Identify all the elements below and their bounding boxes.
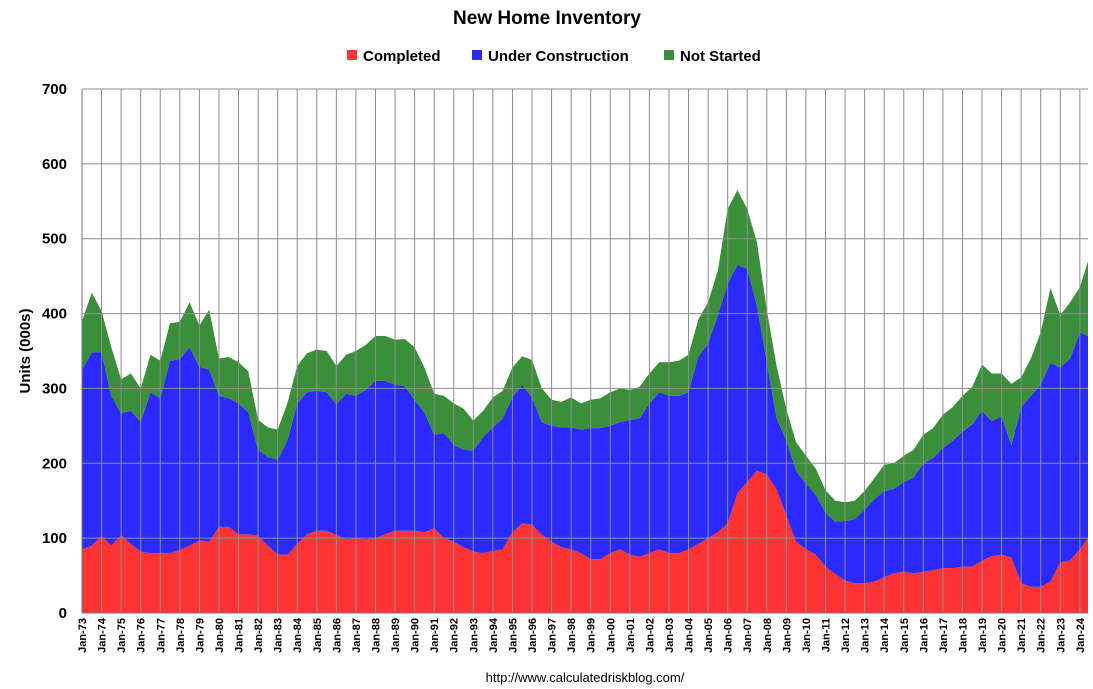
x-tick-label: Jan-10 — [801, 618, 813, 653]
legend-label-completed: Completed — [363, 48, 441, 65]
x-tick-label: Jan-00 — [605, 618, 617, 653]
y-tick-label: 0 — [59, 605, 67, 622]
x-tick-label: Jan-20 — [997, 618, 1009, 653]
y-tick-label: 500 — [42, 231, 67, 248]
x-tick-label: Jan-80 — [214, 618, 226, 653]
x-tick-label: Jan-95 — [507, 618, 519, 653]
x-tick-label: Jan-91 — [429, 618, 441, 653]
plot-area: 0 100 200 300 400 500 600 700 Jan-73 Jan-74 Jan-75… — [42, 81, 1088, 653]
x-tick-label: Jan-94 — [488, 617, 500, 653]
gridlines — [81, 88, 1088, 614]
x-tick-label: Jan-04 — [684, 617, 696, 653]
y-tick-label: 400 — [42, 306, 67, 323]
series-area-under-construction — [82, 264, 1088, 587]
chart-title: New Home Inventory — [453, 8, 641, 29]
y-tick-label: 100 — [42, 530, 67, 547]
x-tick-label: Jan-89 — [390, 618, 402, 653]
x-tick-label: Jan-21 — [1016, 618, 1028, 653]
x-tick-label: Jan-93 — [468, 618, 480, 653]
source-text: http://www.calculatedriskblog.com/ — [486, 670, 685, 685]
x-tick-label: Jan-83 — [273, 618, 285, 653]
x-tick-label: Jan-97 — [547, 618, 559, 653]
x-tick-label: Jan-74 — [97, 617, 109, 653]
x-tick-label: Jan-16 — [918, 618, 930, 653]
x-tick-label: Jan-05 — [703, 618, 715, 653]
legend-swatch-under-construction — [472, 50, 482, 60]
series-areas — [82, 190, 1088, 613]
x-tick-label: Jan-79 — [194, 618, 206, 653]
x-tick-label: Jan-99 — [586, 618, 598, 653]
x-tick-label: Jan-22 — [1036, 618, 1048, 653]
x-tick-label: Jan-98 — [566, 618, 578, 653]
legend-label-not-started: Not Started — [680, 48, 761, 65]
x-tick-label: Jan-86 — [331, 618, 343, 653]
x-tick-label: Jan-82 — [253, 618, 265, 653]
x-tick-label: Jan-13 — [860, 618, 872, 653]
y-tick-label: 600 — [42, 156, 67, 173]
series-area-completed — [82, 470, 1088, 613]
x-tick-label: Jan-87 — [351, 618, 363, 653]
x-tick-label: Jan-85 — [312, 618, 324, 653]
legend: Completed Under Construction Not Started — [347, 48, 761, 65]
legend-label-under-construction: Under Construction — [488, 48, 629, 65]
x-tick-label: Jan-18 — [957, 618, 969, 653]
x-tick-label: Jan-92 — [449, 618, 461, 653]
x-tick-label: Jan-76 — [136, 618, 148, 653]
x-tick-label: Jan-02 — [644, 618, 656, 653]
x-tick-label: Jan-90 — [410, 618, 422, 653]
x-tick-label: Jan-73 — [77, 618, 89, 653]
x-tick-label: Jan-78 — [175, 618, 187, 653]
x-tick-label: Jan-96 — [527, 618, 539, 653]
x-tick-label: Jan-88 — [370, 618, 382, 653]
x-tick-label: Jan-03 — [664, 618, 676, 653]
x-tick-label: Jan-77 — [155, 618, 167, 653]
legend-swatch-not-started — [664, 50, 674, 60]
x-tick-label: Jan-11 — [820, 618, 832, 652]
x-tick-label: Jan-01 — [625, 618, 637, 653]
x-tick-label: Jan-09 — [781, 618, 793, 653]
y-tick-label: 200 — [42, 455, 67, 472]
x-tick-label: Jan-81 — [234, 618, 246, 653]
x-tick-label: Jan-12 — [840, 618, 852, 653]
x-tick-label: Jan-17 — [938, 618, 950, 653]
x-tick-label: Jan-14 — [879, 617, 891, 653]
legend-swatch-completed — [347, 50, 357, 60]
x-tick-label: Jan-84 — [292, 617, 304, 653]
y-tick-label: 300 — [42, 380, 67, 397]
y-axis-title: Units (000s) — [17, 308, 34, 393]
x-tick-label: Jan-24 — [1075, 617, 1087, 653]
y-tick-label: 700 — [42, 81, 67, 98]
x-tick-label: Jan-23 — [1055, 618, 1067, 653]
x-tick-label: Jan-08 — [762, 618, 774, 653]
x-tick-label: Jan-06 — [723, 618, 735, 653]
x-tick-label: Jan-15 — [899, 618, 911, 653]
x-tick-label: Jan-19 — [977, 618, 989, 653]
x-tick-label: Jan-07 — [742, 618, 754, 653]
x-tick-label: Jan-75 — [116, 618, 128, 653]
